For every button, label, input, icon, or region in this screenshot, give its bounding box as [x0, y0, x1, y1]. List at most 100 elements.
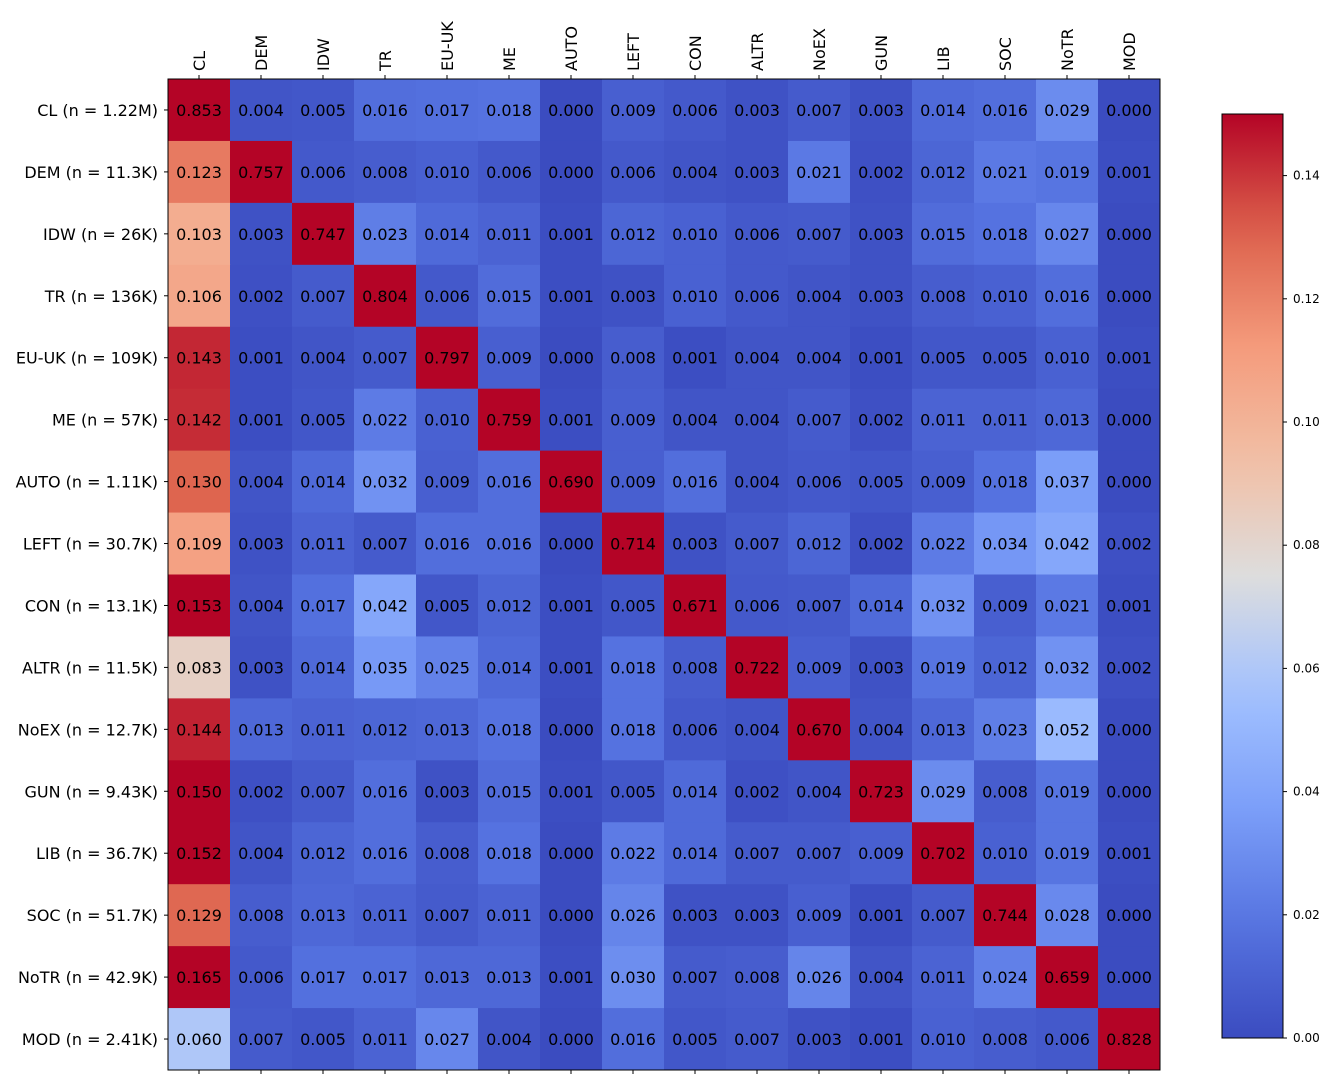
colorbar-tick-label: 0.04	[1293, 785, 1320, 799]
cell-value: 0.009	[610, 411, 656, 430]
cell	[974, 450, 1037, 514]
cell	[292, 574, 355, 637]
cell	[478, 822, 541, 885]
cell	[850, 884, 913, 947]
row-label: AUTO (n = 1.11K)	[16, 473, 158, 492]
cell	[664, 202, 727, 266]
cell	[478, 264, 541, 328]
cell	[354, 946, 417, 1009]
cell	[850, 388, 913, 452]
cell-value: 0.016	[982, 101, 1028, 120]
cell-value: 0.106	[176, 287, 222, 306]
cell-value: 0.165	[176, 968, 222, 987]
cell-value: 0.012	[610, 225, 656, 244]
cell-value: 0.010	[424, 411, 470, 430]
cell	[168, 450, 231, 514]
row-label: DEM (n = 11.3K)	[24, 163, 158, 182]
cell	[478, 1008, 541, 1071]
cell	[416, 698, 479, 761]
cell	[168, 884, 231, 947]
cell-value: 0.003	[858, 287, 904, 306]
cell-value: 0.003	[858, 225, 904, 244]
cell-value: 0.010	[672, 287, 718, 306]
cell	[1098, 1008, 1161, 1071]
cell-value: 0.008	[424, 844, 470, 863]
cell	[416, 946, 479, 1009]
cell	[540, 140, 603, 204]
cell	[292, 450, 355, 514]
cell	[416, 574, 479, 637]
cell	[912, 450, 975, 514]
cell-value: 0.013	[424, 968, 470, 987]
cell	[540, 450, 603, 514]
cell-value: 0.010	[982, 287, 1028, 306]
cell	[1098, 388, 1161, 452]
cell-value: 0.016	[486, 535, 532, 554]
cell	[1036, 1008, 1099, 1071]
cell-value: 0.022	[610, 844, 656, 863]
cell	[1036, 140, 1099, 204]
cell-value: 0.003	[734, 163, 780, 182]
cell	[230, 574, 293, 637]
cell-value: 0.142	[176, 411, 222, 430]
cell-value: 0.013	[1044, 411, 1090, 430]
cell	[850, 79, 913, 142]
cell	[974, 884, 1037, 947]
cell	[850, 698, 913, 761]
cell-value: 0.007	[362, 349, 408, 368]
cell-value: 0.006	[734, 225, 780, 244]
cell-value: 0.744	[982, 906, 1028, 925]
cell-value: 0.042	[1044, 535, 1090, 554]
cell-value: 0.011	[362, 906, 408, 925]
cell	[602, 450, 665, 514]
cell-value: 0.001	[858, 906, 904, 925]
cell-value: 0.016	[672, 473, 718, 492]
cell	[354, 698, 417, 761]
cell	[912, 388, 975, 452]
row-label: LIB (n = 36.7K)	[36, 844, 158, 863]
cell-value: 0.007	[300, 782, 346, 801]
cell	[230, 512, 293, 575]
cell	[478, 450, 541, 514]
cell	[850, 326, 913, 390]
cell-value: 0.017	[300, 596, 346, 615]
cell-value: 0.130	[176, 473, 222, 492]
cell	[540, 388, 603, 452]
column-label: ME	[500, 47, 519, 71]
cell	[664, 822, 727, 885]
column-label: TR	[376, 50, 395, 72]
cell-value: 0.011	[300, 720, 346, 739]
cell	[788, 79, 851, 142]
cell-value: 0.010	[1044, 349, 1090, 368]
cell	[416, 202, 479, 266]
cell-value: 0.702	[920, 844, 966, 863]
cell-value: 0.003	[238, 225, 284, 244]
cell-value: 0.023	[982, 720, 1028, 739]
cell-value: 0.013	[424, 720, 470, 739]
cell-value: 0.002	[1106, 658, 1152, 677]
cell	[416, 822, 479, 885]
cell	[664, 450, 727, 514]
heatmap-cells: 0.853 0.004 0.005 0.016 0.017 0.018 0.000 0.009…	[168, 79, 1161, 1071]
cell	[354, 140, 417, 204]
cell	[168, 1008, 231, 1071]
cell	[788, 202, 851, 266]
cell	[292, 946, 355, 1009]
colorbar: 0.00 0.02 0.04 0.06 0.08 0.10 0.12 0.14	[1221, 113, 1320, 1045]
cell	[664, 636, 727, 699]
cell-value: 0.004	[734, 720, 780, 739]
cell-value: 0.853	[176, 101, 222, 120]
cell	[540, 326, 603, 390]
cell	[168, 79, 231, 142]
cell-value: 0.006	[424, 287, 470, 306]
cell	[168, 512, 231, 575]
cell	[168, 822, 231, 885]
cell	[912, 1008, 975, 1071]
cell	[974, 636, 1037, 699]
cell-value: 0.006	[610, 163, 656, 182]
cell-value: 0.757	[238, 163, 284, 182]
cell	[540, 636, 603, 699]
cell	[230, 1008, 293, 1071]
cell-value: 0.026	[610, 906, 656, 925]
cell-value: 0.671	[672, 596, 718, 615]
